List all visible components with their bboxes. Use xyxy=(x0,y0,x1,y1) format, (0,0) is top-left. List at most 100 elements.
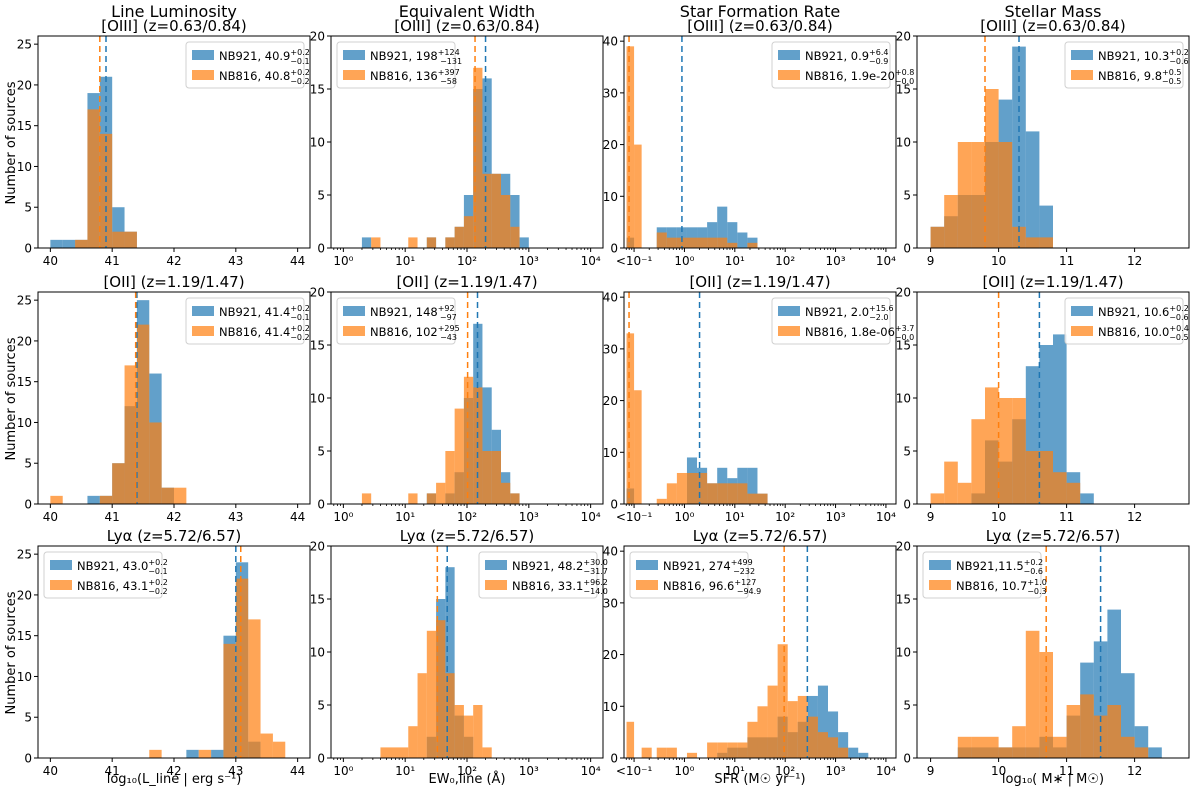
nb921-bar xyxy=(62,239,76,248)
legend: NB921, 10.3+0.2 −0.6 NB816, 9.8+0.5 −0.5 xyxy=(1064,41,1189,89)
bars xyxy=(50,300,187,504)
nb921-legend-label: NB921, 148+92 −97 xyxy=(370,304,457,322)
nb816-bar xyxy=(707,742,718,758)
y-tick-label: 15 xyxy=(310,83,325,97)
y-tick-label: 10 xyxy=(17,416,32,430)
y-tick-label: 25 xyxy=(17,294,32,308)
nb816-bar xyxy=(777,644,788,758)
x-tick-label: 10¹ xyxy=(725,510,745,524)
nb816-bar xyxy=(686,752,698,758)
y-tick-label: 5 xyxy=(24,201,32,215)
nb816-bar xyxy=(727,742,738,758)
nb816-bar xyxy=(686,237,698,248)
y-tick-label: 20 xyxy=(17,78,32,92)
x-tick-label: 10² xyxy=(457,510,477,524)
x-tick-label: 10² xyxy=(775,510,795,524)
y-tick-label: 5 xyxy=(903,699,911,713)
legend-lower-error: −0.0 xyxy=(895,333,914,342)
x-tick-label: 9 xyxy=(927,510,935,524)
nb816-bar xyxy=(930,226,945,248)
y-tick-label: 30 xyxy=(603,596,618,610)
nb816-legend-swatch xyxy=(192,70,214,80)
nb816-bar xyxy=(482,747,492,758)
nb816-bar xyxy=(1107,705,1121,758)
y-tick-label: 20 xyxy=(896,286,911,300)
nb816-bar xyxy=(998,142,1013,248)
legend-upper-error: +6.4 xyxy=(869,48,888,57)
nb921-legend-label: NB921, 40.9+0.2 −0.1 xyxy=(219,48,310,66)
nb816-bar xyxy=(371,237,381,248)
nb816-legend-swatch xyxy=(1071,326,1093,336)
legend-lower-error: −0.6 xyxy=(1169,57,1188,66)
nb816-bar xyxy=(75,239,88,248)
y-tick-label: 5 xyxy=(317,445,325,459)
nb816-bar xyxy=(463,715,474,758)
nb816-bar xyxy=(482,173,492,248)
nb816-bar xyxy=(985,736,999,758)
nb816-bar xyxy=(426,493,437,504)
y-tick-label: 15 xyxy=(896,593,911,607)
y-tick-label: 0 xyxy=(610,498,618,512)
nb816-bar xyxy=(944,195,958,248)
legend: NB921, 2.0+15.6 −2.0 NB816, 1.8e-06+3.7 −0.… xyxy=(771,297,914,345)
nb816-bar xyxy=(666,747,677,758)
nb816-bar xyxy=(998,747,1013,758)
legend-lower-error: −232 xyxy=(733,567,755,576)
x-tick-label: 10⁰ xyxy=(333,254,353,268)
legend-value: NB921, 43.0 xyxy=(77,559,148,573)
y-tick-label: 40 xyxy=(603,545,618,559)
legend: NB921, 274+499 −232 NB816, 96.6+127 −94.9 xyxy=(629,551,761,599)
nb921-bar xyxy=(848,747,859,758)
x-tick-label: 10³ xyxy=(519,510,539,524)
nb921-bar xyxy=(1025,131,1040,248)
legend-value: NB816, 136 xyxy=(370,69,438,83)
nb816-bar xyxy=(1012,398,1026,504)
nb816-legend-swatch xyxy=(485,580,507,590)
nb816-legend-label: NB816, 96.6+127 −94.9 xyxy=(663,578,761,596)
y-tick-label: 0 xyxy=(317,752,325,766)
legend-upper-error: +0.2 xyxy=(148,558,167,567)
legend-value: NB816, 41.4 xyxy=(219,325,290,339)
nb816-bar xyxy=(727,483,738,504)
y-tick-label: 15 xyxy=(896,339,911,353)
nb921-bar xyxy=(519,237,529,248)
panel-subtitle: [OIII] (z=0.63/0.84) xyxy=(394,17,540,35)
x-tick-label: 9 xyxy=(927,254,935,268)
y-tick-label: 10 xyxy=(310,136,325,150)
nb921-bar xyxy=(445,567,455,758)
nb816-bar xyxy=(717,237,728,248)
x-tick-label: 10³ xyxy=(826,510,846,524)
y-axis-label-row-1: Number of sources xyxy=(4,81,19,204)
legend-upper-error: +0.8 xyxy=(895,68,914,77)
panel-r2-c1: [OII] (z=1.19/1.47) 0 5 10 15 20 25 40 41 42 43 44 N… xyxy=(17,273,311,524)
nb816-legend-label: NB816, 102+295 −43 xyxy=(370,324,460,342)
y-tick-label: 20 xyxy=(310,30,325,44)
x-tick-label: 44 xyxy=(290,764,305,778)
legend-upper-error: +1.0 xyxy=(1027,578,1046,587)
y-tick-label: 15 xyxy=(17,375,32,389)
nb816-legend-swatch xyxy=(343,70,365,80)
nb921-legend-swatch xyxy=(343,306,365,316)
nb816-legend-label: NB816, 10.0+0.4 −0.5 xyxy=(1098,324,1189,342)
nb816-bar xyxy=(399,747,409,758)
x-tick-label: 41 xyxy=(105,764,120,778)
nb816-bar xyxy=(1066,705,1081,758)
nb816-bar xyxy=(380,747,399,758)
y-tick-label: 0 xyxy=(24,242,32,256)
bars xyxy=(957,609,1162,758)
nb816-bar xyxy=(463,376,474,504)
nb816-bar xyxy=(112,463,125,504)
bars xyxy=(930,334,1094,504)
x-tick-label: 10 xyxy=(991,764,1006,778)
y-tick-label: 0 xyxy=(317,242,325,256)
nb921-bar xyxy=(717,206,728,248)
bars xyxy=(361,323,520,504)
y-tick-label: 20 xyxy=(603,394,618,408)
legend-lower-error: −58 xyxy=(440,77,457,86)
legend-value: NB816, 1.8e-06 xyxy=(805,325,895,339)
panel-subtitle: [OIII] (z=0.63/0.84) xyxy=(980,17,1126,35)
nb921-legend-swatch xyxy=(929,560,951,570)
